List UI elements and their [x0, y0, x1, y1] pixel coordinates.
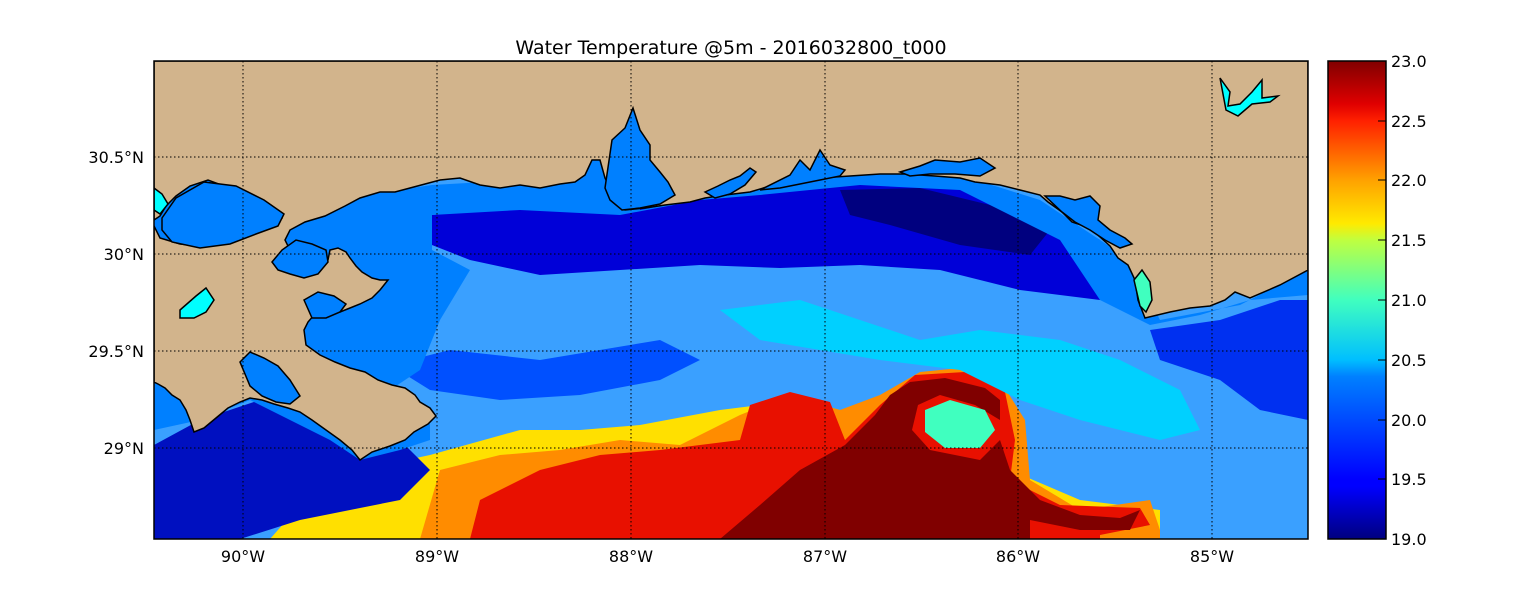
cold-east-shelf	[1150, 300, 1308, 420]
loop-current-core	[720, 378, 1140, 539]
colorbar-tick-label: 21.0	[1391, 291, 1427, 310]
colorbar-tick-label: 23.0	[1391, 52, 1427, 71]
biloxi-marsh	[271, 239, 329, 279]
cool-cyan-tongue	[720, 300, 1200, 440]
lat-tick-label: 30.5°N	[88, 148, 144, 167]
lon-tick-label: 89°W	[415, 547, 459, 566]
lake-pontchartrain	[161, 181, 285, 249]
lake-west-edge	[154, 187, 169, 216]
land-mass	[154, 61, 1308, 462]
colorbar: 19.0 19.5 20.0 20.5 21.0 21.5 22.0 22.5 …	[1327, 52, 1427, 549]
lon-tick-label: 88°W	[609, 547, 653, 566]
chandeleur-marsh	[303, 291, 348, 319]
colorbar-tick-label: 19.5	[1391, 470, 1427, 489]
colorbar-tick-label: 20.5	[1391, 351, 1427, 370]
map-area	[154, 61, 1308, 539]
lon-tick-label: 85°W	[1190, 547, 1234, 566]
barataria-bay	[239, 351, 301, 405]
lat-tick-label: 29°N	[104, 439, 144, 458]
st-andrew-bay	[1043, 195, 1134, 249]
colorbar-gradient	[1327, 60, 1387, 540]
lon-tick-labels: 90°W 89°W 88°W 87°W 86°W 85°W	[221, 547, 1234, 566]
colorbar-tick-label: 22.0	[1391, 171, 1427, 190]
map-frame	[153, 60, 1309, 540]
mobile-bay	[604, 105, 676, 211]
lat-tick-label: 30°N	[104, 245, 144, 264]
masked-coastal-water	[154, 130, 1308, 460]
eddy-inner-water	[925, 400, 995, 448]
colorbar-ticks	[1378, 60, 1386, 540]
colorbar-tick-label: 22.5	[1391, 112, 1427, 131]
lake-maurepas	[179, 286, 215, 319]
florida-bay-east	[1133, 268, 1153, 314]
lon-tick-label: 86°W	[996, 547, 1040, 566]
colorbar-tick-label: 19.0	[1391, 530, 1427, 549]
cold-navy-core	[840, 188, 1050, 255]
colorbar-tick-label: 20.0	[1391, 411, 1427, 430]
pensacola-bay	[759, 148, 847, 191]
lat-tick-label: 29.5°N	[88, 342, 144, 361]
grid-lines	[154, 61, 1308, 539]
perdido-bay	[703, 167, 758, 199]
cold-west-shelf	[154, 400, 430, 539]
lon-tick-label: 90°W	[221, 547, 265, 566]
cold-mid-patch	[390, 340, 700, 400]
map-title: Water Temperature @5m - 2016032800_t000	[515, 37, 946, 59]
lake-seminole	[1219, 77, 1281, 117]
colorbar-tick-label: 21.5	[1391, 231, 1427, 250]
lon-tick-label: 87°W	[803, 547, 847, 566]
choctawhatchee-bay	[897, 157, 997, 177]
sea-temperature-patches	[154, 178, 1308, 539]
lat-tick-labels: 30.5°N 30°N 29.5°N 29°N	[88, 148, 144, 458]
